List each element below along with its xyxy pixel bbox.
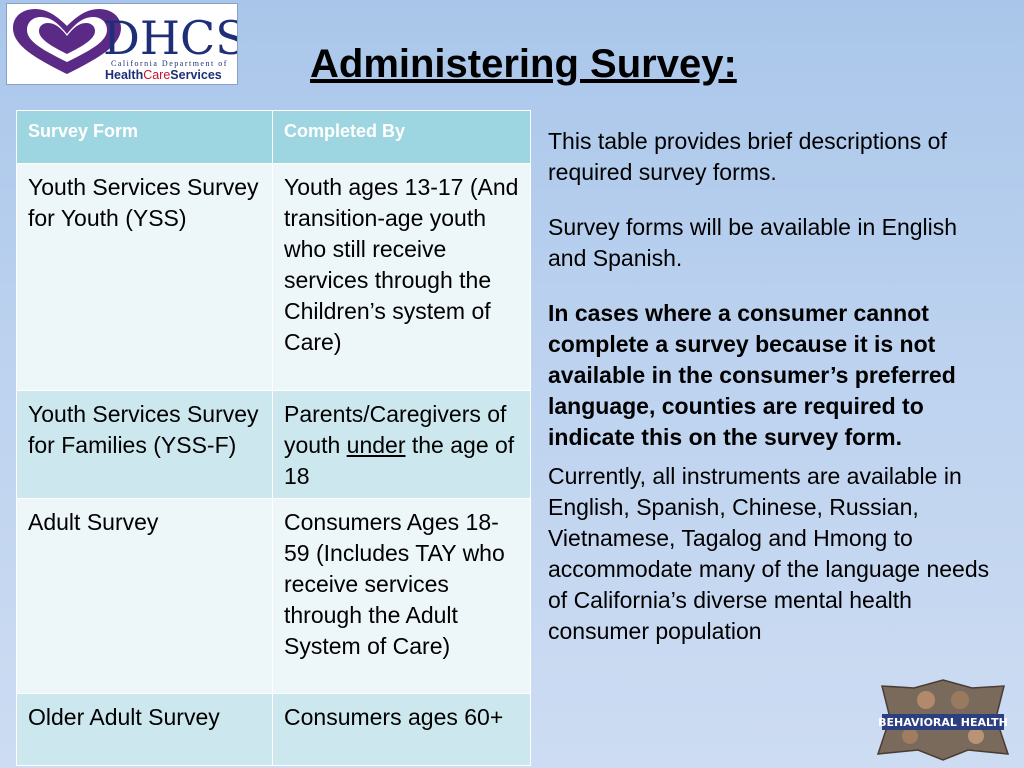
completed-by-cell: Consumers ages 60+ xyxy=(272,693,531,766)
column-header-survey-form: Survey Form xyxy=(16,110,273,164)
logo-health-care-services: HealthCareServices xyxy=(105,68,222,82)
table-header-row: Survey Form Completed By xyxy=(16,110,531,164)
completed-by-text-post: the age of 18 xyxy=(284,432,515,489)
heart-icon xyxy=(13,9,121,74)
table-row: Adult Survey Consumers Ages 18-59 (Inclu… xyxy=(16,498,531,694)
note-available-languages: Currently, all instruments are available… xyxy=(548,463,990,644)
completed-by-emphasis: under xyxy=(346,432,406,458)
survey-form-cell: Youth Services Survey for Families (YSS-… xyxy=(16,390,273,499)
note-description: This table provides brief descriptions o… xyxy=(548,128,947,185)
survey-notes: This table provides brief descriptions o… xyxy=(548,126,998,671)
behavioral-health-badge-graphic: BEHAVIORAL HEALTH xyxy=(876,679,1010,761)
note-language-requirement: In cases where a consumer cannot complet… xyxy=(548,300,956,450)
survey-form-cell: Youth Services Survey for Youth (YSS) xyxy=(16,163,273,391)
column-header-completed-by: Completed By xyxy=(272,110,531,164)
survey-form-cell: Older Adult Survey xyxy=(16,693,273,766)
logo-tagline: California Department of xyxy=(111,59,228,68)
note-languages: Survey forms will be available in Englis… xyxy=(548,214,958,271)
dhcs-logo-graphic: DHCS California Department of HealthCare… xyxy=(13,9,237,82)
table-row: Youth Services Survey for Youth (YSS) Yo… xyxy=(16,163,531,391)
completed-by-cell: Youth ages 13-17 (And transition-age you… xyxy=(272,163,531,391)
slide-title: Administering Survey: xyxy=(310,42,737,86)
table-row: Youth Services Survey for Families (YSS-… xyxy=(16,390,531,499)
dhcs-logo: DHCS California Department of HealthCare… xyxy=(6,3,238,85)
table-row: Older Adult Survey Consumers ages 60+ xyxy=(16,693,531,766)
completed-by-text-pre: Parents/Caregivers of youth xyxy=(284,401,507,458)
completed-by-cell: Consumers Ages 18-59 (Includes TAY who r… xyxy=(272,498,531,694)
completed-by-cell: Parents/Caregivers of youth under the ag… xyxy=(272,390,531,499)
survey-form-cell: Adult Survey xyxy=(16,498,273,694)
badge-text: BEHAVIORAL HEALTH xyxy=(878,716,1008,729)
survey-forms-table: Survey Form Completed By Youth Services … xyxy=(16,110,531,766)
behavioral-health-logo: BEHAVIORAL HEALTH xyxy=(876,678,1010,762)
logo-name: DHCS xyxy=(103,11,237,65)
